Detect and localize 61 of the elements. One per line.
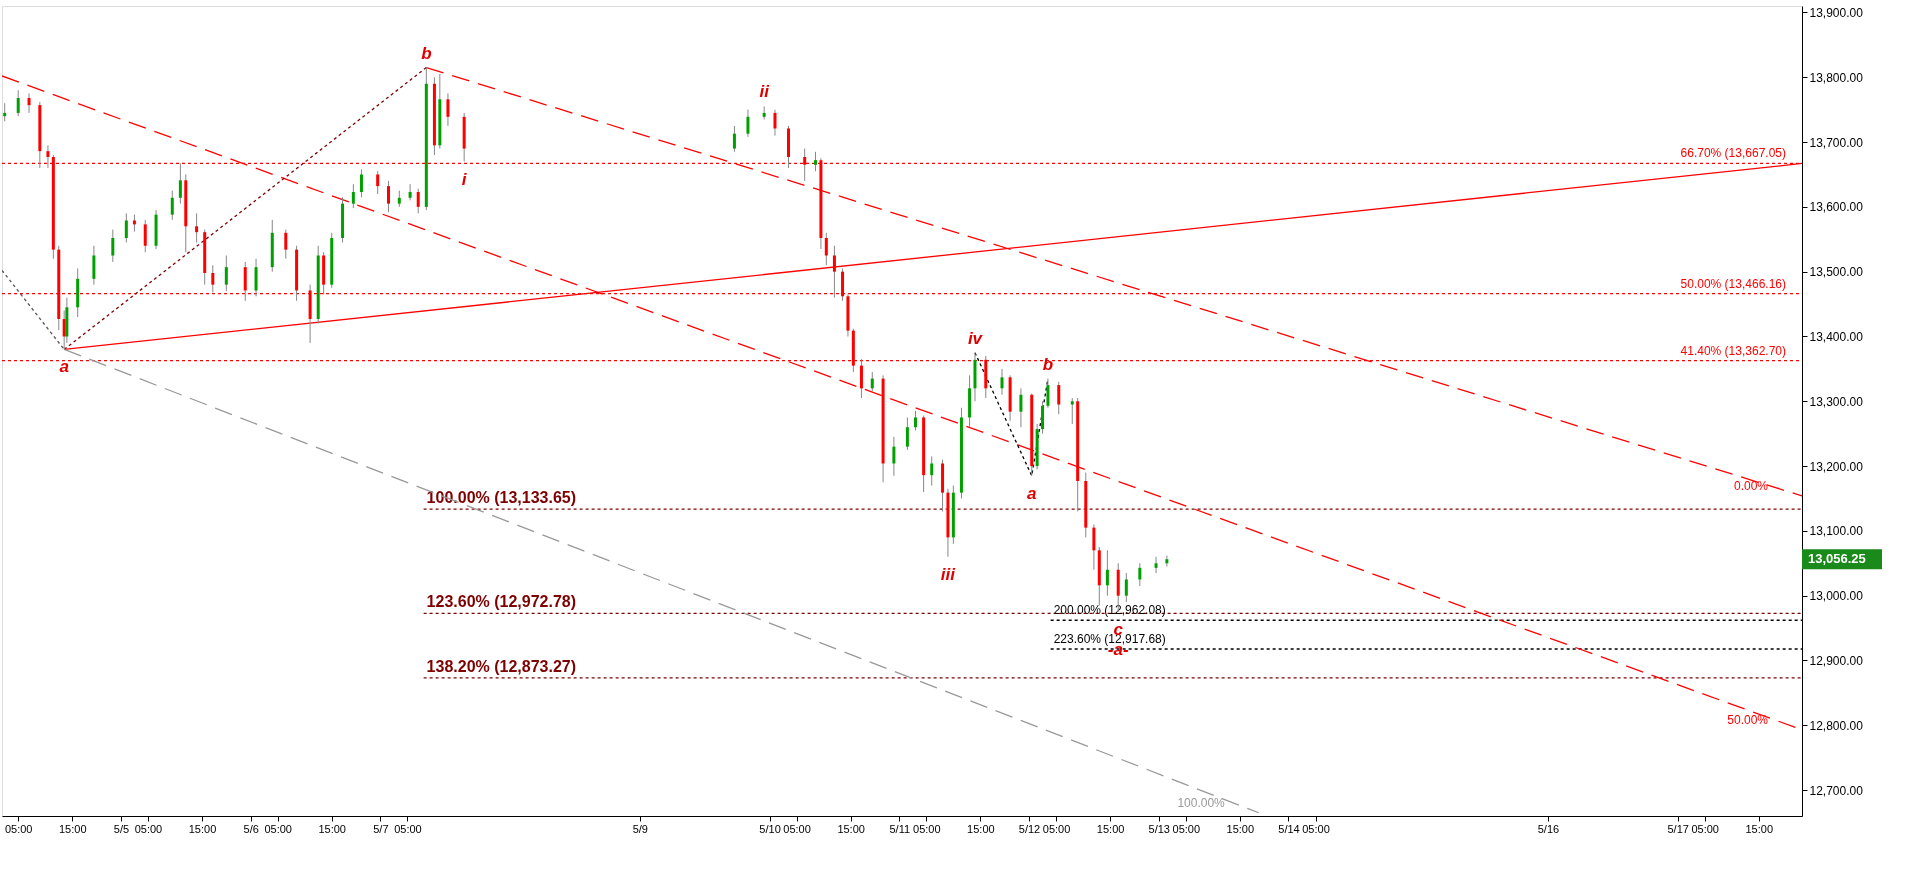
- x-tick-label: 15:00: [1096, 822, 1125, 835]
- series-label: 123.60% (12,972.78): [426, 593, 577, 611]
- annotation: ii: [759, 82, 771, 102]
- series-label: 100.00%: [1177, 795, 1226, 810]
- y-tick-label: 13,700.00: [1809, 135, 1864, 150]
- x-tick-label: 05:00: [1042, 822, 1071, 835]
- annotation: a: [59, 357, 69, 377]
- y-tick-label: 13,800.00: [1809, 70, 1864, 85]
- x-tick-label: 5/12: [1018, 822, 1041, 835]
- x-tick-label: 15:00: [59, 822, 87, 835]
- y-tick-label: 13,900.00: [1809, 5, 1864, 20]
- x-tick-label: 5/13: [1148, 822, 1170, 835]
- x-tick-label: 5/16: [1537, 822, 1560, 835]
- x-tick-label: 5/14: [1278, 822, 1300, 835]
- series-label: 100.00% (13,133.65): [426, 489, 577, 507]
- y-tick-label: 13,000.00: [1809, 589, 1864, 604]
- series-label: 200.00% (12,962.08): [1053, 603, 1166, 618]
- series-label: 66.70% (13,667.05): [1680, 146, 1786, 161]
- y-tick-label: 13,600.00: [1809, 200, 1864, 215]
- y-tick-label: 12,700.00: [1809, 783, 1864, 798]
- x-tick-label: 05:00: [1302, 822, 1330, 835]
- series-label: 138.20% (12,873.27): [426, 657, 577, 675]
- annotation: iv: [967, 328, 984, 348]
- x-tick-label: 05:00: [134, 822, 163, 835]
- x-tick-label: 05:00: [783, 822, 811, 835]
- y-tick-label: 13,400.00: [1809, 329, 1864, 344]
- series-label: 50.00% (13,466.16): [1680, 276, 1786, 291]
- x-tick-label: 5/7: [373, 822, 389, 835]
- x-tick-label: 05:00: [264, 822, 292, 835]
- x-tick-label: 15:00: [318, 822, 346, 835]
- y-tick-label: 13,300.00: [1809, 394, 1864, 409]
- y-tick-label: 12,800.00: [1809, 718, 1864, 733]
- annotation: i: [461, 169, 468, 189]
- x-tick-label: 05:00: [4, 822, 33, 835]
- y-tick-label: 13,100.00: [1809, 524, 1864, 539]
- x-tick-label: 05:00: [1172, 822, 1201, 835]
- y-tick-label: 12,900.00: [1809, 653, 1864, 668]
- x-tick-label: 15:00: [1226, 822, 1255, 835]
- x-tick-label: 15:00: [967, 822, 995, 835]
- x-tick-label: 5/11: [889, 822, 911, 835]
- x-tick-label: 5/5: [113, 822, 130, 835]
- x-tick-label: 15:00: [1745, 822, 1774, 835]
- annotation: a: [1027, 483, 1037, 503]
- x-tick-label: 05:00: [1691, 822, 1719, 835]
- series-label: 41.40% (13,362.70): [1680, 343, 1786, 358]
- x-tick-label: 15:00: [837, 822, 865, 835]
- x-tick-label: 05:00: [913, 822, 941, 835]
- series-label: 50.00%: [1727, 712, 1769, 727]
- text: 13,056.25: [1808, 551, 1866, 567]
- annotation: b: [421, 43, 432, 63]
- annotation: iii: [940, 564, 957, 584]
- y-tick-label: 13,200.00: [1809, 459, 1864, 474]
- y-tick-label: 13,500.00: [1809, 265, 1864, 280]
- x-tick-label: 15:00: [188, 822, 217, 835]
- x-tick-label: 5/10: [759, 822, 781, 835]
- x-tick-label: 5/17: [1667, 822, 1689, 835]
- x-tick-label: 5/9: [632, 822, 648, 835]
- x-tick-label: 05:00: [394, 822, 422, 835]
- annotation: b: [1042, 354, 1054, 374]
- x-tick-label: 5/6: [243, 822, 259, 835]
- series-label: 0.00%: [1733, 478, 1769, 493]
